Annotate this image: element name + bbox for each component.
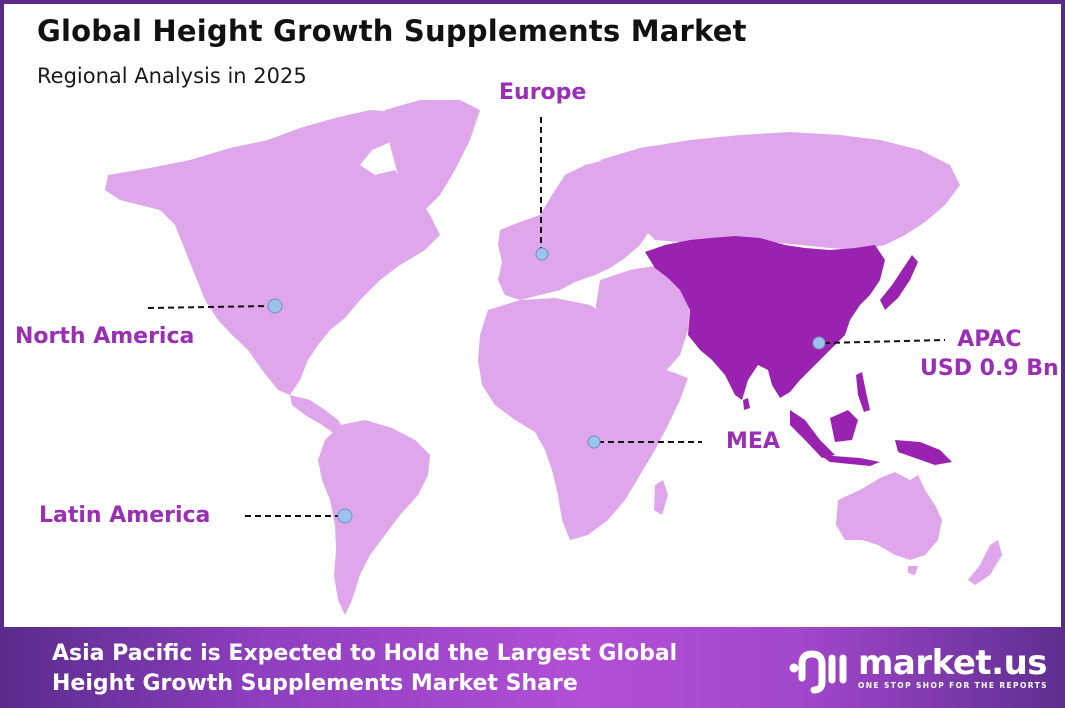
- sri-lanka-landmass: [743, 398, 750, 410]
- brand-logo[interactable]: market.us ONE STOP SHOP FOR THE REPORTS: [788, 642, 1048, 694]
- page-title: Global Height Growth Supplements Market: [37, 14, 747, 48]
- apac-leader: [823, 339, 946, 344]
- land-default: [105, 100, 1002, 615]
- latin-america-marker[interactable]: [337, 508, 353, 524]
- region-label-europe: Europe: [499, 80, 587, 105]
- africa-landmass: [478, 298, 688, 540]
- footer-banner: Asia Pacific is Expected to Hold the Lar…: [0, 627, 1065, 708]
- region-markers: [267, 247, 826, 524]
- world-map: [105, 100, 1002, 615]
- apac-mainland: [645, 236, 885, 400]
- tasmania-landmass: [908, 566, 918, 575]
- north-america-leader: [147, 305, 269, 309]
- leader-lines: [147, 117, 946, 517]
- land-highlight-apac: [645, 236, 952, 466]
- brand-tagline: ONE STOP SHOP FOR THE REPORTS: [858, 681, 1048, 690]
- apac-marker[interactable]: [812, 336, 826, 350]
- europe-marker[interactable]: [535, 247, 549, 261]
- apac-label-name: APAC: [957, 327, 1022, 352]
- russia-landmass: [600, 132, 960, 250]
- region-label-latin-america: Latin America: [39, 503, 211, 528]
- borneo-landmass: [830, 410, 858, 442]
- region-label-mea: MEA: [726, 429, 780, 454]
- region-label-apac: APAC USD 0.9 Bn: [920, 325, 1059, 383]
- apac-label-value: USD 0.9 Bn: [920, 356, 1059, 381]
- market-us-logo-icon: [789, 650, 847, 694]
- footer-headline-line1: Asia Pacific is Expected to Hold the Lar…: [52, 641, 678, 666]
- brand-name: market.us: [858, 643, 1048, 683]
- south-america-landmass: [318, 420, 430, 615]
- java-landmass: [820, 455, 880, 466]
- footer-headline: Asia Pacific is Expected to Hold the Lar…: [52, 639, 677, 699]
- philippines-landmass: [856, 372, 870, 412]
- mea-marker[interactable]: [587, 435, 601, 449]
- north-america-marker[interactable]: [267, 298, 283, 314]
- page-subtitle: Regional Analysis in 2025: [37, 64, 307, 88]
- europe-landmass: [498, 160, 655, 300]
- madagascar-landmass: [654, 480, 668, 515]
- japan-landmass: [880, 255, 918, 310]
- footer-headline-line2: Height Growth Supplements Market Share: [52, 671, 578, 696]
- region-label-north-america: North America: [15, 324, 195, 349]
- new-zealand-landmass: [968, 540, 1002, 585]
- central-america-landmass: [290, 395, 345, 436]
- new-guinea-landmass: [895, 440, 952, 465]
- australia-landmass: [836, 472, 942, 560]
- greenland-landmass: [385, 100, 480, 215]
- brand-wordmark: market.us ONE STOP SHOP FOR THE REPORTS: [858, 646, 1048, 690]
- north-america-landmass: [105, 110, 440, 395]
- indonesia-landmass: [790, 410, 835, 458]
